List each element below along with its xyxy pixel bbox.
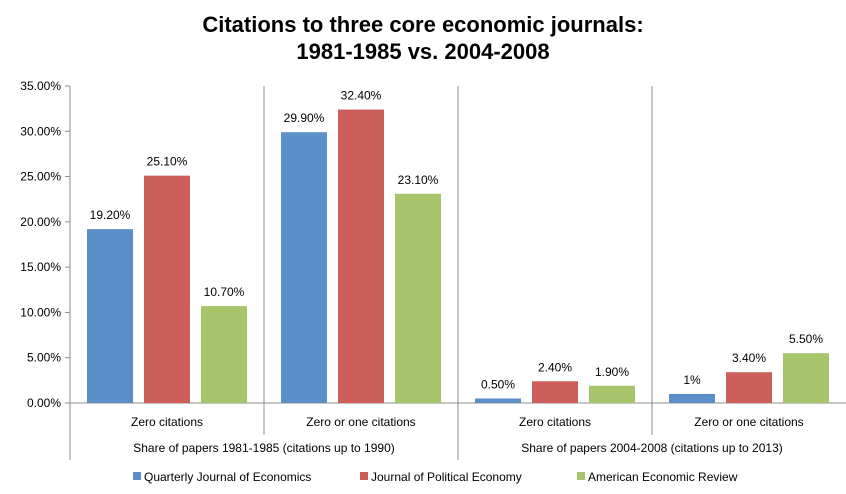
- data-label: 5.50%: [789, 332, 823, 346]
- y-tick-label: 25.00%: [20, 170, 61, 184]
- data-label: 19.20%: [90, 208, 131, 222]
- bar: [532, 381, 578, 403]
- bar: [281, 132, 327, 404]
- data-label: 32.40%: [341, 89, 382, 103]
- legend-swatch: [577, 472, 585, 480]
- legend-label: Journal of Political Economy: [371, 470, 522, 484]
- bar: [783, 353, 829, 403]
- bar: [726, 372, 772, 403]
- category-label: Zero or one citations: [306, 415, 415, 429]
- category-label: Zero citations: [131, 415, 203, 429]
- bar: [144, 175, 190, 403]
- y-tick-label: 20.00%: [20, 215, 61, 229]
- data-label: 0.50%: [481, 377, 515, 391]
- legend-swatch: [133, 472, 141, 480]
- y-tick-label: 35.00%: [20, 79, 61, 93]
- data-label: 29.90%: [284, 111, 325, 125]
- chart-title-line-1: Citations to three core economic journal…: [202, 12, 643, 37]
- legend: Quarterly Journal of Economics Journal of…: [133, 470, 738, 484]
- data-label: 2.40%: [538, 360, 572, 374]
- data-label: 23.10%: [398, 173, 439, 187]
- y-tick-label: 0.00%: [27, 396, 61, 410]
- y-tick-label: 30.00%: [20, 124, 61, 138]
- category-label: Zero citations: [519, 415, 591, 429]
- y-tick-label: 5.00%: [27, 351, 61, 365]
- bar: [201, 306, 247, 403]
- group-label: Share of papers 2004-2008 (citations up …: [521, 441, 783, 455]
- category-label: Zero or one citations: [694, 415, 803, 429]
- bar: [669, 393, 715, 403]
- bar: [395, 193, 441, 403]
- legend-swatch: [360, 472, 368, 480]
- data-label: 1%: [683, 373, 701, 387]
- bar: [475, 398, 521, 403]
- y-tick-label: 15.00%: [20, 260, 61, 274]
- chart-title-line-2: 1981-1985 vs. 2004-2008: [296, 39, 549, 64]
- y-tick-label: 10.00%: [20, 305, 61, 319]
- legend-label: Quarterly Journal of Economics: [144, 470, 311, 484]
- legend-label: American Economic Review: [588, 470, 738, 484]
- data-label: 25.10%: [147, 155, 188, 169]
- data-label: 10.70%: [204, 285, 245, 299]
- plot-area: 0.00% 5.00% 10.00% 15.00% 20.00% 25.00% 30.00%…: [20, 79, 846, 460]
- group-label: Share of papers 1981-1985 (citations up …: [133, 441, 395, 455]
- bar: [338, 109, 384, 403]
- data-label: 1.90%: [595, 365, 629, 379]
- bar: [87, 229, 133, 403]
- data-label: 3.40%: [732, 351, 766, 365]
- bar: [589, 385, 635, 403]
